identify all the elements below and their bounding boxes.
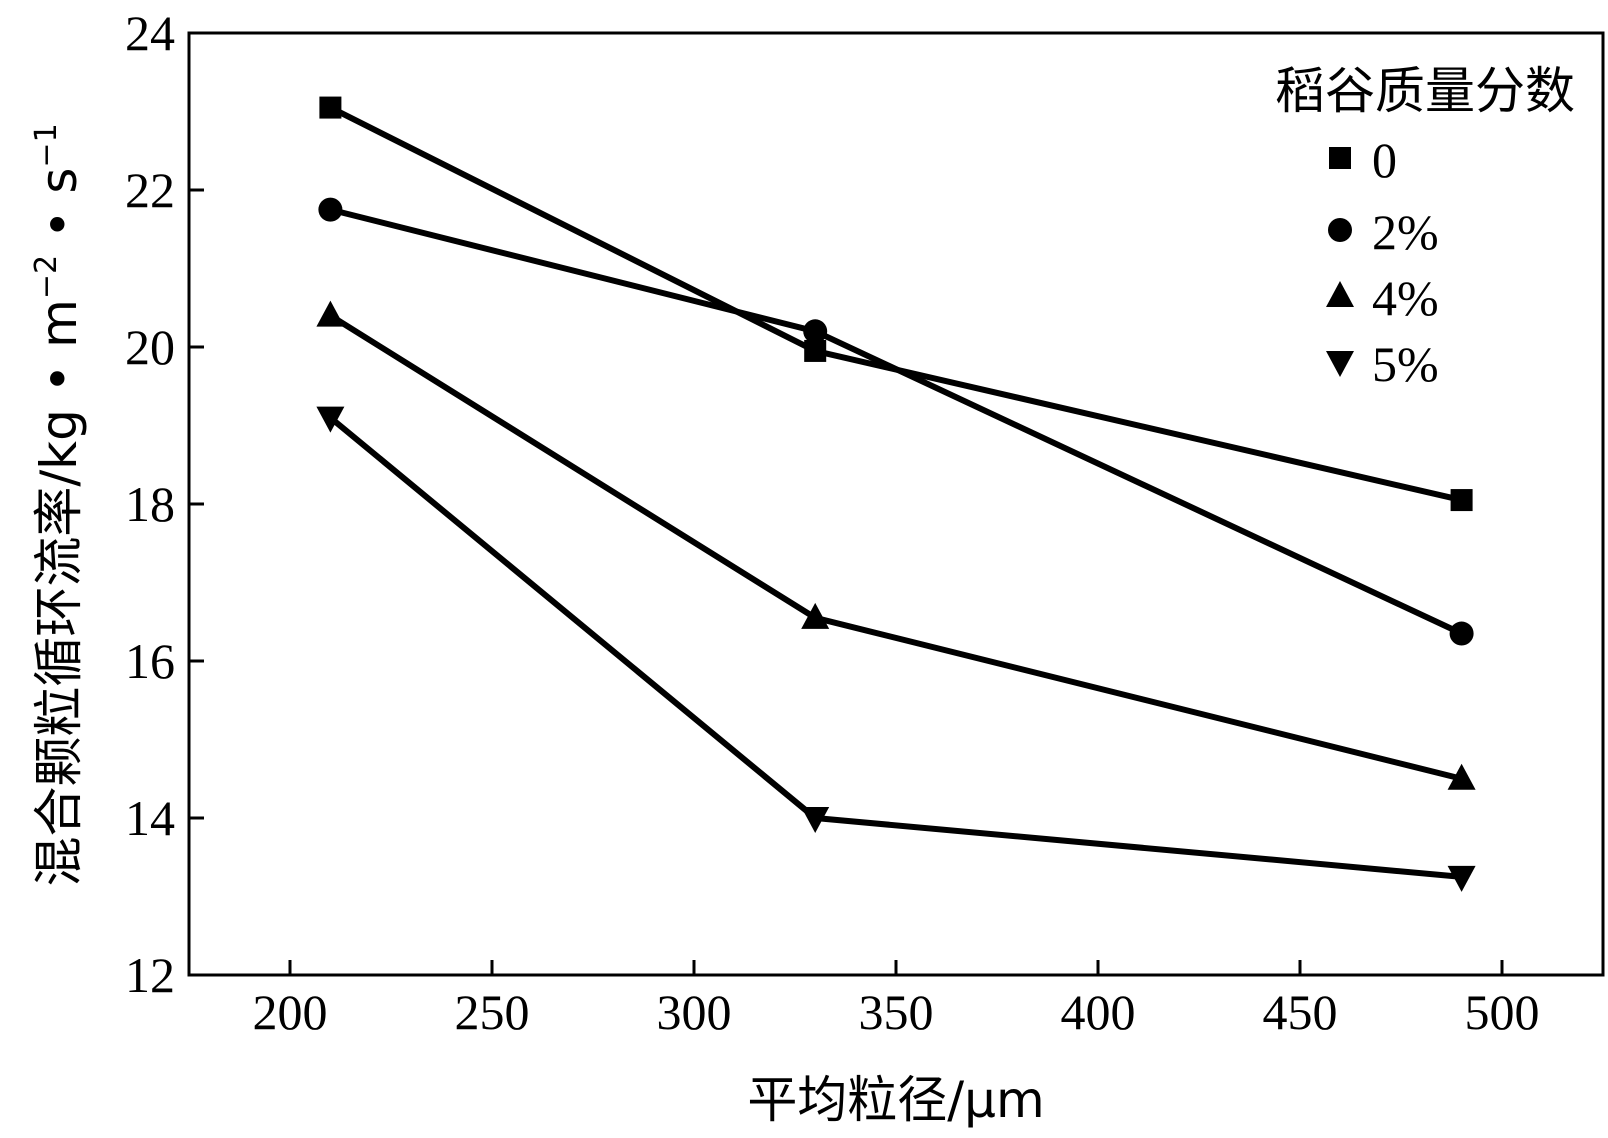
legend-marker-square [1329,147,1351,169]
x-tick-label: 450 [1263,984,1338,1040]
series-line [328,313,1463,782]
y-axis-ticks: 12 14 16 18 20 22 24 [125,5,204,1003]
y-tick-label: 24 [125,5,175,61]
data-point-square [804,339,827,362]
x-tick-label: 400 [1061,984,1136,1040]
legend-label: 5% [1372,336,1439,392]
series-layer [316,96,1476,892]
series-line [328,415,1462,880]
x-axis-ticks: 200 250 300 350 400 450 500 [253,960,1540,1040]
y-axis-title-exp1: −2 [29,255,64,299]
data-point-circle [1449,621,1474,646]
data-point-triangle-up [1447,763,1476,790]
x-tick-label: 350 [859,984,934,1040]
data-point-square [1450,489,1473,512]
data-point-triangle-up [316,300,345,327]
legend-marker-triangle-down [1326,351,1354,377]
legend-title: 稻谷质量分数 [1275,62,1575,120]
x-tick-label: 250 [455,984,530,1040]
x-axis-title: 平均粒径/μm [747,1071,1044,1129]
x-tick-label: 500 [1465,984,1540,1040]
data-point-triangle-up [801,602,830,629]
data-point-square [319,96,342,119]
data-point-triangle-down [316,406,345,433]
y-axis-title-exp2: −1 [29,123,64,167]
y-axis-title-middle: • s [30,168,88,255]
series-triangle-up [316,300,1476,790]
series-triangle-down [316,406,1476,892]
y-axis-title-main: 混合颗粒循环流率/kg • m [30,299,88,887]
y-axis-title: 混合颗粒循环流率/kg • m−2 • s−1 [29,123,88,886]
legend-label: 4% [1372,270,1439,326]
data-point-triangle-down [801,807,830,833]
x-tick-label: 300 [657,984,732,1040]
y-tick-label: 18 [125,476,175,532]
series-circle [318,197,1474,646]
data-point-triangle-down [1447,865,1476,892]
x-tick-label: 200 [253,984,328,1040]
legend-label: 2% [1372,204,1439,260]
series-line [329,104,1463,503]
y-tick-label: 12 [125,947,175,1003]
legend-label: 0 [1372,132,1397,188]
y-tick-label: 22 [125,162,175,218]
legend: 稻谷质量分数 0 2% 4% 5% [1275,62,1575,392]
y-tick-label: 16 [125,633,175,689]
data-point-circle [803,319,828,344]
legend-marker-triangle-up [1326,281,1354,307]
data-point-circle [318,197,343,222]
series-square [319,96,1473,512]
y-tick-label: 20 [125,319,175,375]
legend-marker-circle [1328,218,1352,242]
y-tick-label: 14 [125,790,175,846]
